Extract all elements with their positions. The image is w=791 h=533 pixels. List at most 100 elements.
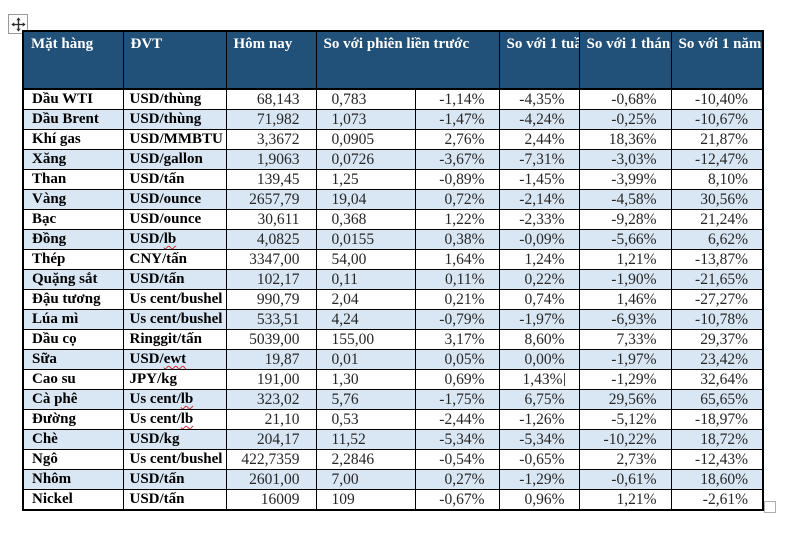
commodity-name-cell[interactable]: Bạc xyxy=(22,209,124,230)
header-commodity[interactable]: Mặt hàng xyxy=(22,30,124,90)
commodity-name-cell[interactable]: Vàng xyxy=(22,189,124,210)
commodity-name-cell[interactable]: Cao su xyxy=(22,369,124,390)
table-resize-handle[interactable] xyxy=(764,501,776,513)
vs-session-pct-cell[interactable]: 3,17% xyxy=(414,329,500,350)
session-change-cell[interactable]: 0,0155 xyxy=(315,229,416,250)
unit-cell[interactable]: JPY/kg xyxy=(122,369,227,390)
today-value-cell[interactable]: 2601,00 xyxy=(225,469,317,490)
session-change-cell[interactable]: 1,073 xyxy=(315,109,416,130)
vs-month-pct-cell[interactable]: -1,90% xyxy=(578,269,672,290)
commodity-name-cell[interactable]: Nickel xyxy=(22,489,124,511)
vs-month-pct-cell[interactable]: 1,21% xyxy=(578,489,672,511)
vs-week-pct-cell[interactable]: -1,97% xyxy=(498,309,580,330)
today-value-cell[interactable]: 71,982 xyxy=(225,109,317,130)
vs-week-pct-cell[interactable]: 2,44% xyxy=(498,129,580,150)
vs-session-pct-cell[interactable]: 0,38% xyxy=(414,229,500,250)
vs-week-pct-cell[interactable]: -0,65% xyxy=(498,449,580,470)
today-value-cell[interactable]: 323,02 xyxy=(225,389,317,410)
unit-cell[interactable]: USD/tấn xyxy=(122,169,227,190)
unit-cell[interactable]: CNY/tấn xyxy=(122,249,227,270)
vs-year-pct-cell[interactable]: -13,87% xyxy=(670,249,764,270)
unit-cell[interactable]: Us cent/lb xyxy=(122,409,227,430)
vs-week-pct-cell[interactable]: -2,14% xyxy=(498,189,580,210)
today-value-cell[interactable]: 3347,00 xyxy=(225,249,317,270)
today-value-cell[interactable]: 2657,79 xyxy=(225,189,317,210)
vs-session-pct-cell[interactable]: -0,89% xyxy=(414,169,500,190)
session-change-cell[interactable]: 2,04 xyxy=(315,289,416,310)
commodity-name-cell[interactable]: Đồng xyxy=(22,229,124,250)
unit-cell[interactable]: USD/ounce xyxy=(122,209,227,230)
today-value-cell[interactable]: 19,87 xyxy=(225,349,317,370)
vs-session-pct-cell[interactable]: -5,34% xyxy=(414,429,500,450)
vs-week-pct-cell[interactable]: -4,35% xyxy=(498,88,580,110)
session-change-cell[interactable]: 0,0726 xyxy=(315,149,416,170)
commodity-name-cell[interactable]: Xăng xyxy=(22,149,124,170)
vs-week-pct-cell[interactable]: 6,75% xyxy=(498,389,580,410)
vs-month-pct-cell[interactable]: 1,21% xyxy=(578,249,672,270)
vs-session-pct-cell[interactable]: 0,27% xyxy=(414,469,500,490)
session-change-cell[interactable]: 19,04 xyxy=(315,189,416,210)
vs-year-pct-cell[interactable]: 18,72% xyxy=(670,429,764,450)
vs-week-pct-cell[interactable]: 0,22% xyxy=(498,269,580,290)
vs-session-pct-cell[interactable]: -3,67% xyxy=(414,149,500,170)
vs-session-pct-cell[interactable]: -1,75% xyxy=(414,389,500,410)
vs-year-pct-cell[interactable]: -10,40% xyxy=(670,88,764,110)
vs-year-pct-cell[interactable]: 21,87% xyxy=(670,129,764,150)
today-value-cell[interactable]: 533,51 xyxy=(225,309,317,330)
vs-month-pct-cell[interactable]: -3,99% xyxy=(578,169,672,190)
table-move-handle[interactable] xyxy=(8,14,28,34)
vs-year-pct-cell[interactable]: 32,64% xyxy=(670,369,764,390)
header-vs-session[interactable]: So với phiên liền trước xyxy=(315,30,500,90)
vs-month-pct-cell[interactable]: -4,58% xyxy=(578,189,672,210)
unit-cell[interactable]: USD/kg xyxy=(122,429,227,450)
vs-year-pct-cell[interactable]: 6,62% xyxy=(670,229,764,250)
header-vs-year[interactable]: So với 1 năm trước xyxy=(670,30,764,90)
today-value-cell[interactable]: 21,10 xyxy=(225,409,317,430)
unit-cell[interactable]: USD/thùng xyxy=(122,88,227,110)
commodity-name-cell[interactable]: Khí gas xyxy=(22,129,124,150)
commodity-name-cell[interactable]: Thép xyxy=(22,249,124,270)
vs-month-pct-cell[interactable]: -10,22% xyxy=(578,429,672,450)
vs-week-pct-cell[interactable]: -0,09% xyxy=(498,229,580,250)
unit-cell[interactable]: USD/gallon xyxy=(122,149,227,170)
commodity-name-cell[interactable]: Sữa xyxy=(22,349,124,370)
vs-month-pct-cell[interactable]: 1,46% xyxy=(578,289,672,310)
today-value-cell[interactable]: 204,17 xyxy=(225,429,317,450)
vs-month-pct-cell[interactable]: 18,36% xyxy=(578,129,672,150)
commodity-name-cell[interactable]: Quặng sắt xyxy=(22,269,124,290)
header-vs-week[interactable]: So với 1 tuần trước xyxy=(498,30,580,90)
vs-month-pct-cell[interactable]: 2,73% xyxy=(578,449,672,470)
unit-cell[interactable]: USD/tấn xyxy=(122,469,227,490)
unit-cell[interactable]: Us cent/bushel xyxy=(122,309,227,330)
vs-year-pct-cell[interactable]: -10,67% xyxy=(670,109,764,130)
today-value-cell[interactable]: 30,611 xyxy=(225,209,317,230)
vs-week-pct-cell[interactable]: -1,29% xyxy=(498,469,580,490)
vs-year-pct-cell[interactable]: 65,65% xyxy=(670,389,764,410)
today-value-cell[interactable]: 102,17 xyxy=(225,269,317,290)
unit-cell[interactable]: USD/ounce xyxy=(122,189,227,210)
today-value-cell[interactable]: 422,7359 xyxy=(225,449,317,470)
vs-session-pct-cell[interactable]: -2,44% xyxy=(414,409,500,430)
vs-week-pct-cell[interactable]: 8,60% xyxy=(498,329,580,350)
today-value-cell[interactable]: 990,79 xyxy=(225,289,317,310)
vs-week-pct-cell[interactable]: 0,96% xyxy=(498,489,580,511)
commodity-name-cell[interactable]: Dầu cọ xyxy=(22,329,124,350)
header-vs-month[interactable]: So với 1 tháng trước xyxy=(578,30,672,90)
vs-week-pct-cell[interactable]: -1,45% xyxy=(498,169,580,190)
today-value-cell[interactable]: 191,00 xyxy=(225,369,317,390)
commodity-name-cell[interactable]: Đậu tương xyxy=(22,289,124,310)
vs-session-pct-cell[interactable]: -0,79% xyxy=(414,309,500,330)
vs-week-pct-cell[interactable]: 0,00% xyxy=(498,349,580,370)
vs-year-pct-cell[interactable]: 30,56% xyxy=(670,189,764,210)
vs-session-pct-cell[interactable]: 0,11% xyxy=(414,269,500,290)
vs-week-pct-cell[interactable]: -1,26% xyxy=(498,409,580,430)
unit-cell[interactable]: Us cent/bushel xyxy=(122,289,227,310)
vs-session-pct-cell[interactable]: 1,22% xyxy=(414,209,500,230)
vs-year-pct-cell[interactable]: 18,60% xyxy=(670,469,764,490)
vs-month-pct-cell[interactable]: -6,93% xyxy=(578,309,672,330)
vs-session-pct-cell[interactable]: -1,14% xyxy=(414,88,500,110)
vs-session-pct-cell[interactable]: 0,69% xyxy=(414,369,500,390)
vs-year-pct-cell[interactable]: 8,10% xyxy=(670,169,764,190)
vs-month-pct-cell[interactable]: -1,97% xyxy=(578,349,672,370)
vs-year-pct-cell[interactable]: 21,24% xyxy=(670,209,764,230)
